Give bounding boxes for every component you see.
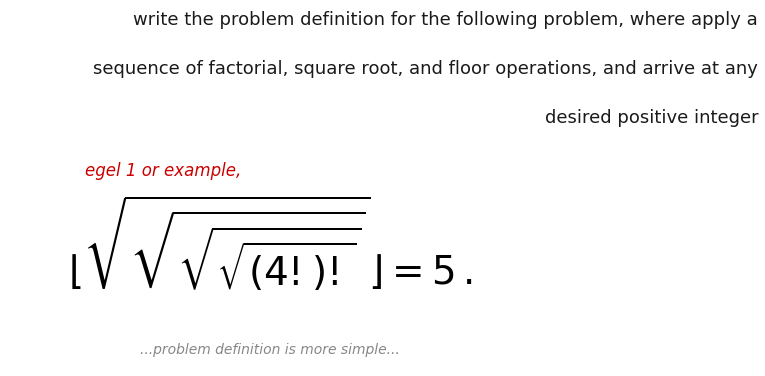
- Text: egel 1 or example,: egel 1 or example,: [85, 162, 241, 180]
- Text: desired positive integer: desired positive integer: [545, 109, 758, 127]
- Text: write the problem definition for the following problem, where apply a: write the problem definition for the fol…: [133, 11, 758, 29]
- Text: ...problem definition is more simple...: ...problem definition is more simple...: [141, 343, 400, 357]
- Text: sequence of factorial, square root, and floor operations, and arrive at any: sequence of factorial, square root, and …: [93, 60, 758, 78]
- Text: $\lfloor\sqrt{\sqrt{\sqrt{\sqrt{(4!)!}}}}\rfloor = 5\,.$: $\lfloor\sqrt{\sqrt{\sqrt{\sqrt{(4!)!}}}…: [68, 194, 473, 295]
